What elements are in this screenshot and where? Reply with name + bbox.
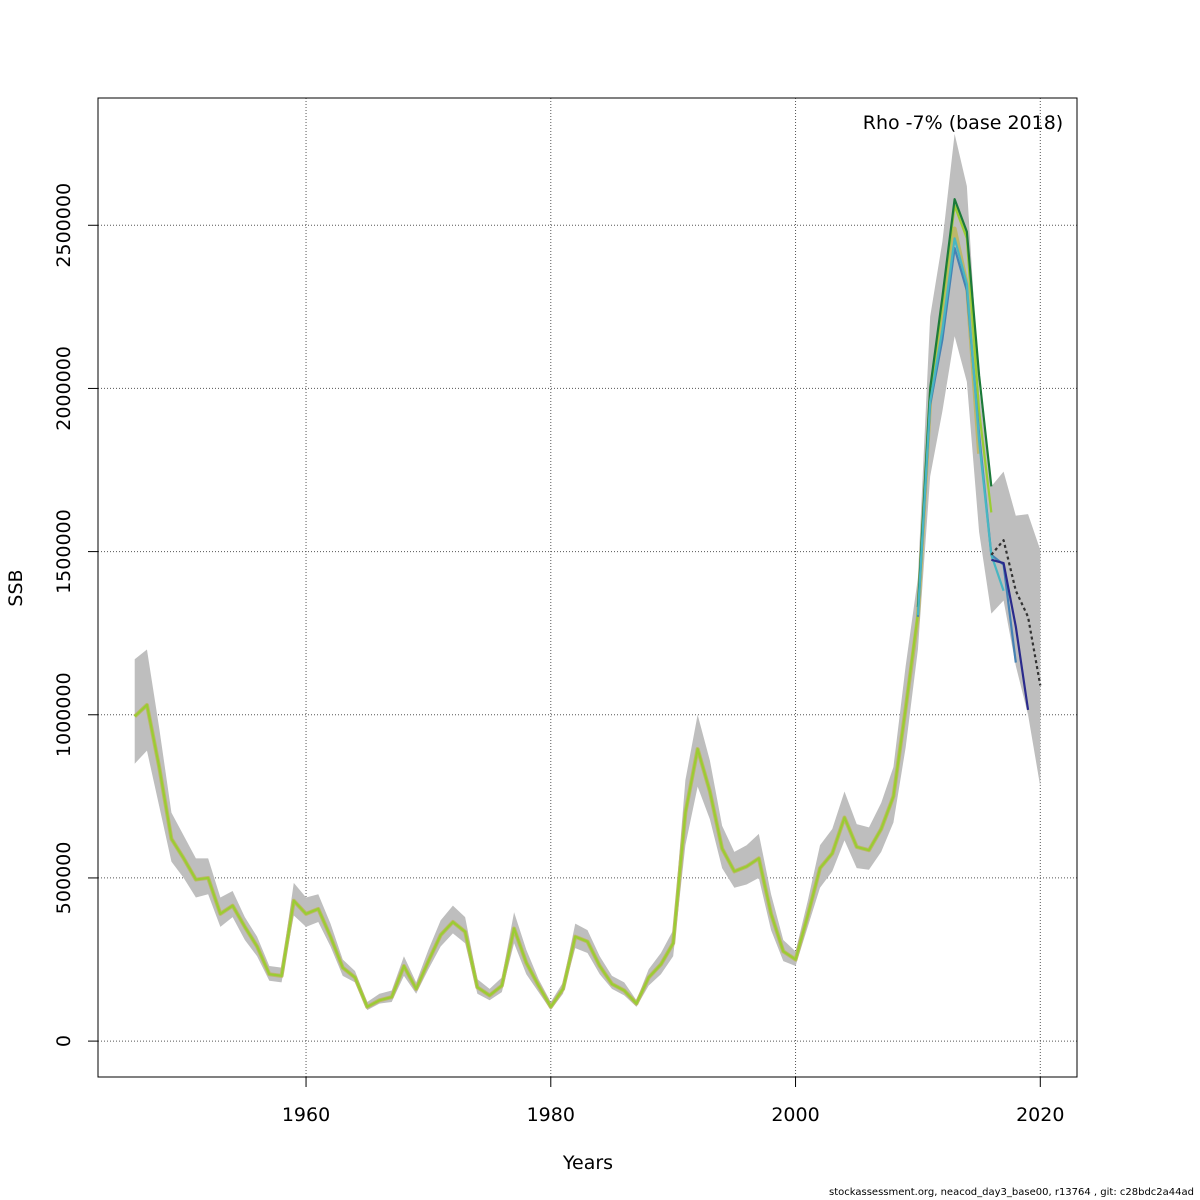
x-tick-label: 2020	[1016, 1104, 1064, 1126]
rho-annotation: Rho -7% (base 2018)	[863, 112, 1063, 134]
y-axis: 0 500000 1000000 1500000 2000000 2500000	[53, 183, 99, 1047]
footer-credit: stockassessment.org, neacod_day3_base00,…	[829, 1187, 1194, 1198]
series-lines	[133, 198, 1042, 1009]
series-line-7	[990, 539, 1042, 686]
y-tick-label: 2000000	[53, 346, 75, 431]
series-line-1	[133, 226, 982, 1009]
y-tick-label: 2500000	[53, 183, 75, 268]
x-axis-title: Years	[562, 1152, 613, 1174]
series-line-5	[916, 237, 1005, 616]
x-tick-label: 2000	[771, 1104, 819, 1126]
confidence-band	[134, 133, 1041, 1011]
y-tick-label: 0	[53, 1035, 75, 1047]
y-tick-label: 500000	[53, 842, 75, 915]
x-tick-label: 1980	[527, 1104, 575, 1126]
y-tick-label: 1500000	[53, 509, 75, 594]
series-line-6	[991, 558, 1030, 711]
ci-band-area	[134, 133, 1041, 1011]
x-tick-label: 1960	[282, 1104, 330, 1126]
y-axis-title: SSB	[5, 569, 27, 606]
series-line-3	[916, 198, 993, 608]
y-tick-label: 1000000	[53, 672, 75, 757]
series-line-2	[133, 204, 993, 1008]
x-axis: 1960 1980 2000 2020	[282, 1076, 1064, 1126]
